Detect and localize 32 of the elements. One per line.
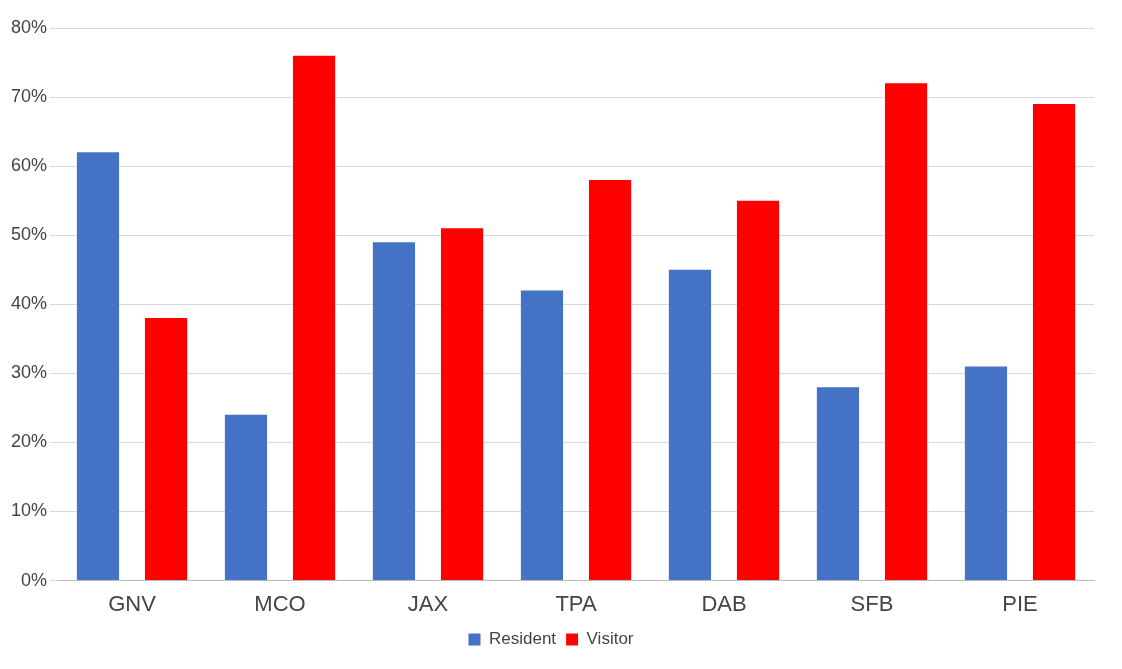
y-tick-label: 30%: [11, 362, 48, 383]
bar: [736, 200, 780, 581]
x-tick-label: JAX: [407, 590, 449, 616]
y-tick-label: 70%: [11, 86, 48, 107]
x-tick-label: MCO: [254, 590, 306, 616]
x-tick-label: PIE: [1002, 590, 1038, 616]
x-tick-label: SFB: [850, 590, 894, 616]
bar: [520, 290, 564, 581]
bar: [292, 55, 336, 581]
x-tick-label: GNV: [108, 590, 157, 616]
bar: [76, 152, 120, 581]
y-tick-label: 40%: [11, 293, 48, 314]
legend-label: Visitor: [586, 629, 634, 649]
y-tick-label: 60%: [11, 155, 48, 176]
y-tick-label: 0%: [21, 569, 48, 590]
y-tick-label: 10%: [11, 500, 48, 521]
bar: [372, 242, 416, 581]
y-tick-label: 80%: [11, 16, 48, 37]
x-tick-label: DAB: [701, 590, 747, 616]
bar: [668, 269, 712, 581]
y-tick-label: 50%: [11, 224, 48, 245]
x-tick-label: TPA: [555, 590, 597, 616]
y-tick-label: 20%: [11, 431, 48, 452]
bar: [440, 228, 484, 581]
bar: [1032, 103, 1076, 581]
bar: [884, 83, 928, 581]
bar: [816, 387, 860, 581]
bar: [964, 366, 1008, 581]
bar: [588, 179, 632, 581]
bar: [224, 414, 268, 581]
legend-label: Resident: [488, 629, 557, 649]
bar: [144, 318, 188, 581]
